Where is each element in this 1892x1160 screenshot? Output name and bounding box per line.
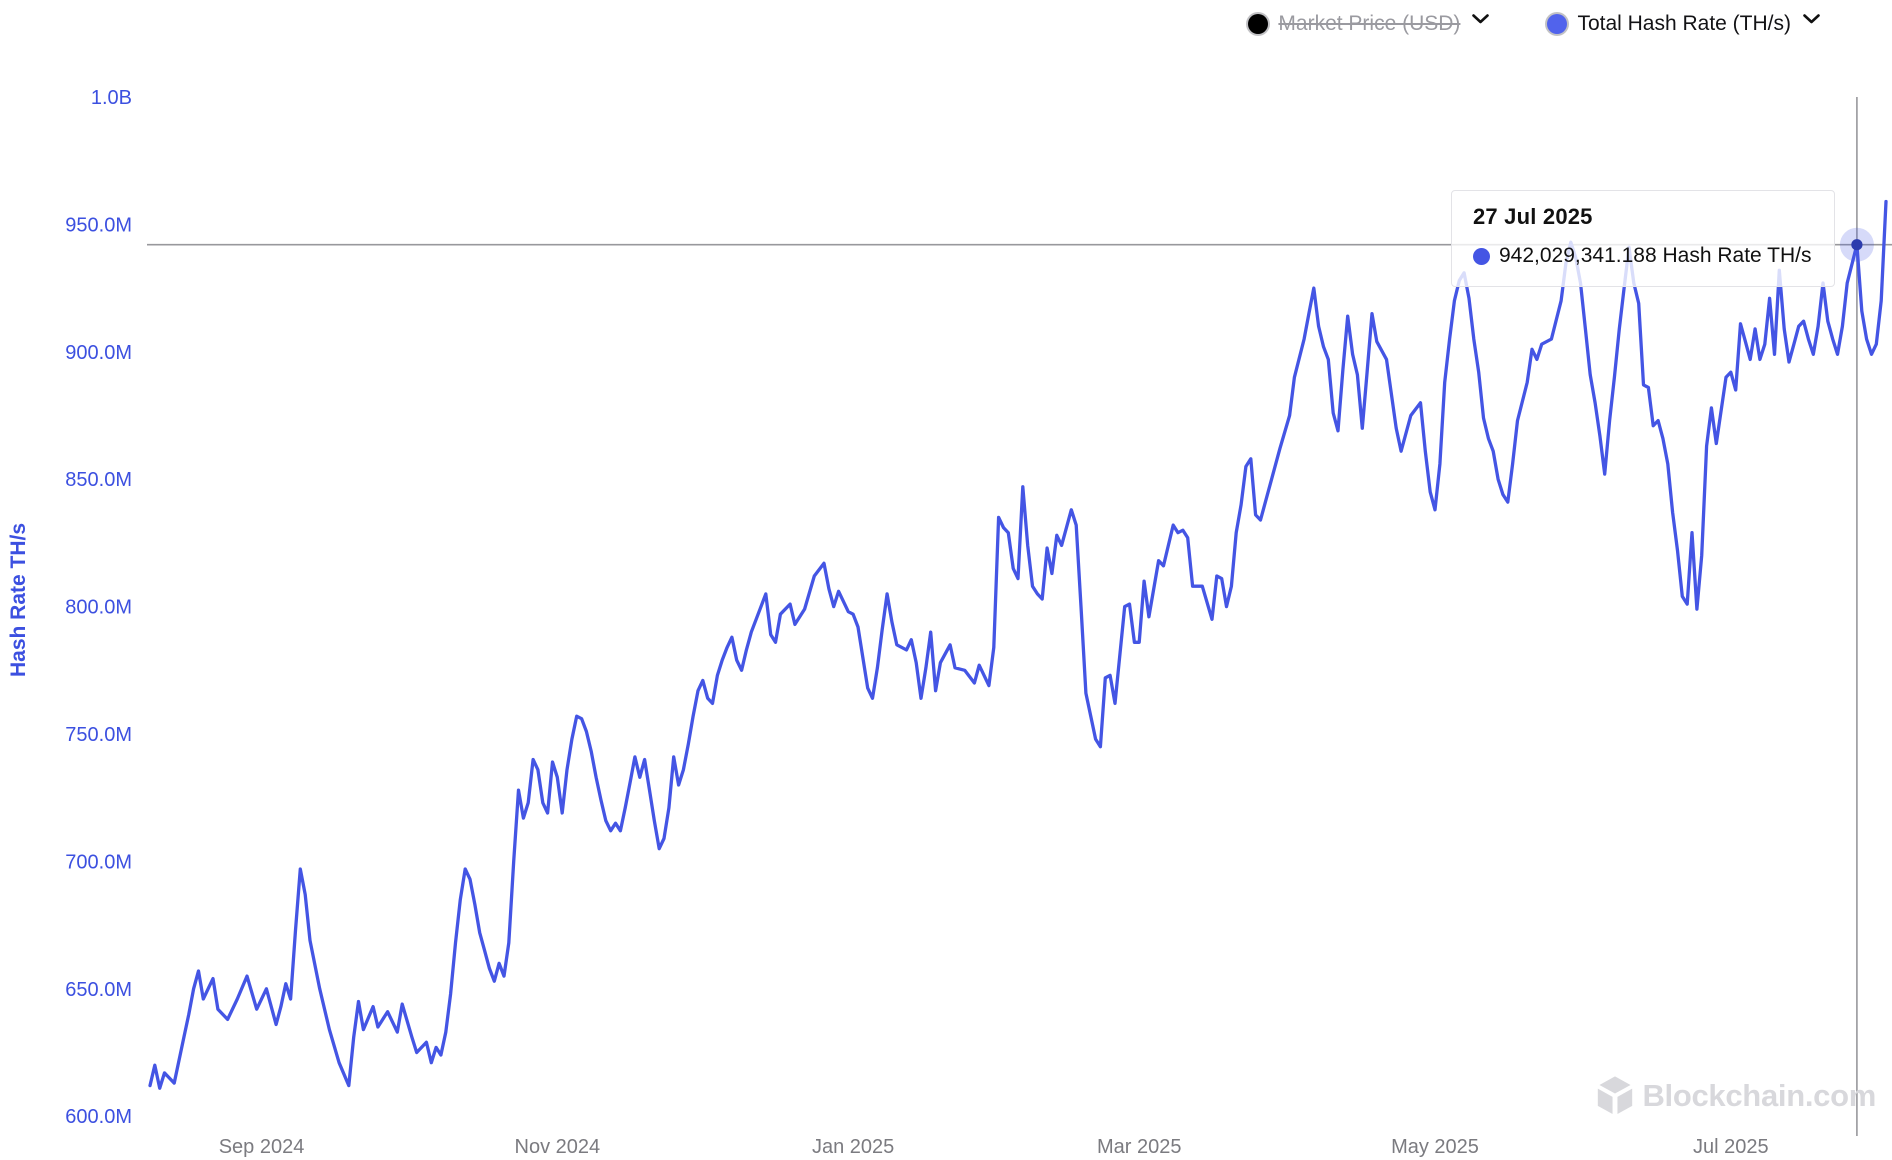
legend-item-hash-rate[interactable]: Total Hash Rate (TH/s) [1547, 12, 1820, 36]
hash-rate-line [148, 199, 1888, 1090]
x-tick-label: Nov 2024 [515, 1136, 601, 1158]
tooltip-date: 27 Jul 2025 [1473, 204, 1593, 229]
y-tick-label: 1.0B [91, 87, 132, 109]
watermark-text: Blockchain.com [1642, 1078, 1876, 1113]
watermark: Blockchain.com [1597, 1076, 1876, 1116]
x-tick-label: May 2025 [1391, 1136, 1479, 1158]
market-price-dot-icon [1248, 14, 1269, 34]
chart-tooltip: 27 Jul 2025 942,029,341.188 Hash Rate TH… [1451, 190, 1835, 287]
y-tick-label: 750.0M [65, 724, 132, 746]
tooltip-row: 942,029,341.188 Hash Rate TH/s [1473, 244, 1812, 268]
chart-legend: Market Price (USD) Total Hash Rate (TH/s… [1248, 12, 1820, 36]
y-tick-label: 650.0M [65, 979, 132, 1001]
y-axis-title: Hash Rate TH/s [7, 522, 30, 678]
x-tick-label: Jan 2025 [812, 1136, 894, 1158]
y-tick-label: 600.0M [65, 1106, 132, 1128]
y-tick-label: 950.0M [65, 214, 132, 236]
x-tick-label: Jul 2025 [1693, 1136, 1769, 1158]
tooltip-value: 942,029,341.188 Hash Rate TH/s [1499, 244, 1812, 267]
x-tick-label: Mar 2025 [1097, 1136, 1182, 1158]
y-tick-label: 900.0M [65, 342, 132, 364]
y-tick-label: 850.0M [65, 469, 132, 491]
x-tick-label: Sep 2024 [219, 1136, 305, 1158]
y-tick-label: 800.0M [65, 597, 132, 619]
y-tick-label: 700.0M [65, 851, 132, 873]
legend-label-market-price: Market Price (USD) [1278, 12, 1461, 35]
series-dot-icon [1473, 247, 1490, 265]
chevron-down-icon[interactable] [1803, 14, 1820, 24]
chevron-down-icon[interactable] [1472, 14, 1490, 24]
blockchain-logo-icon [1598, 1076, 1633, 1114]
hash-rate-dot-icon [1547, 14, 1568, 34]
legend-label-hash-rate: Total Hash Rate (TH/s) [1577, 12, 1791, 35]
hover-marker-dot [1851, 239, 1863, 251]
legend-item-market-price[interactable]: Market Price (USD) [1248, 12, 1490, 36]
